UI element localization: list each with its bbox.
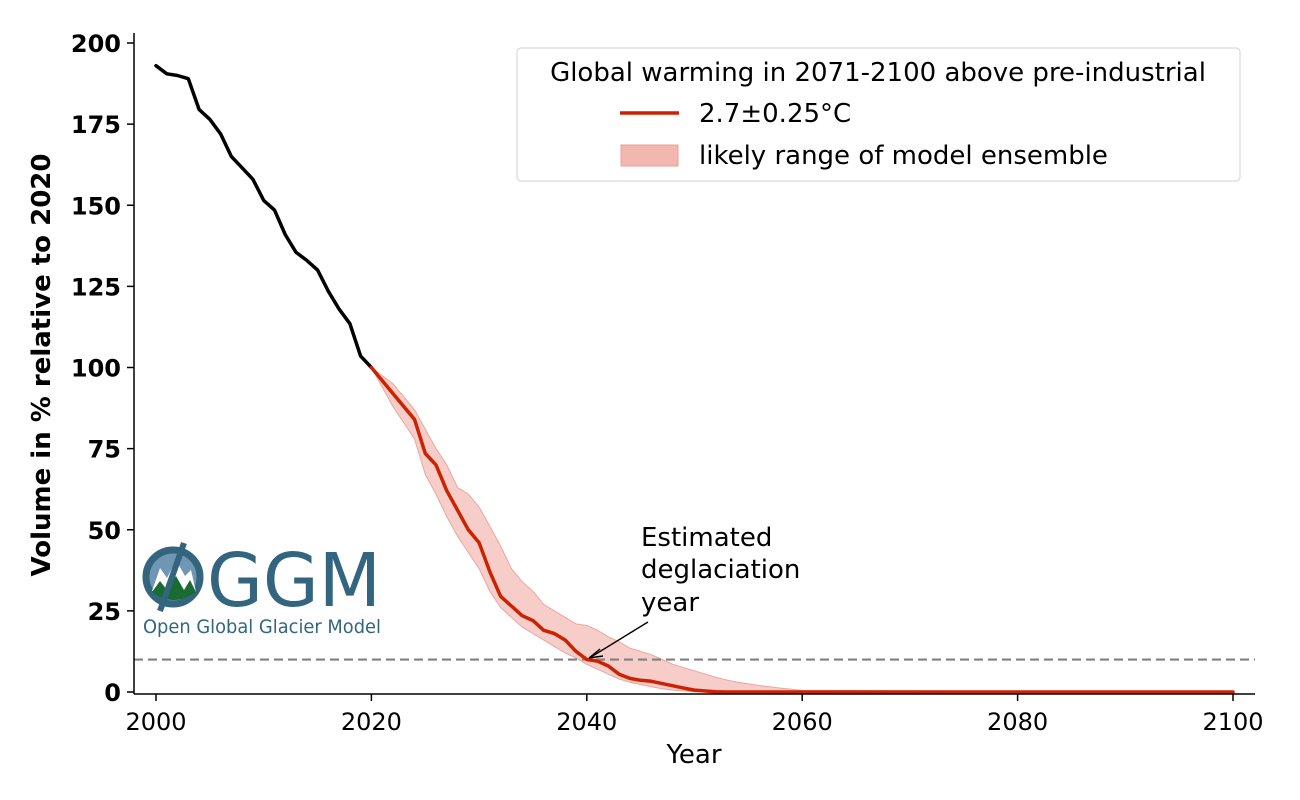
oggm-logo-subtitle: Open Global Glacier Model: [143, 616, 381, 638]
historical-series-line: [154, 63, 374, 370]
y-tick-label: 0: [104, 679, 121, 707]
legend: Global warming in 2071-2100 above pre-in…: [516, 47, 1241, 182]
y-tick-label: 200: [71, 30, 121, 58]
x-tick-label: 2020: [341, 708, 402, 736]
y-tick-label: 50: [88, 517, 121, 545]
y-tick-label: 150: [71, 192, 121, 220]
legend-entry-projection: 2.7±0.25°C: [699, 99, 851, 129]
y-tick-label: 100: [71, 355, 121, 383]
y-tick-label: 25: [88, 598, 121, 626]
x-tick-label: 2000: [125, 708, 186, 736]
annotation-arrow: [590, 621, 649, 658]
x-axis-title: Year: [665, 740, 721, 770]
annotation-line-1: Estimated: [641, 523, 772, 553]
legend-title: Global warming in 2071-2100 above pre-in…: [550, 58, 1206, 88]
x-tick-label: 2080: [987, 708, 1048, 736]
line-layer: [134, 63, 1255, 694]
x-tick-label: 2060: [772, 708, 833, 736]
legend-entry-band: likely range of model ensemble: [699, 141, 1108, 171]
x-tick-label: 2040: [556, 708, 617, 736]
y-tick-label: 175: [71, 111, 121, 139]
oggm-logo-mark: [142, 542, 204, 612]
y-axis-title: Volume in % relative to 2020: [27, 154, 57, 577]
legend-band-swatch: [620, 144, 679, 167]
legend-box: [516, 47, 1241, 182]
annotation-line-3: year: [641, 588, 699, 618]
annotation-arrowhead: [588, 648, 604, 659]
projection-series-line: [369, 365, 1235, 694]
oggm-logo: GGM Open Global Glacier Model: [142, 538, 381, 638]
annotation-line-2: deglaciation: [641, 555, 800, 585]
x-tick-label: 2100: [1202, 708, 1263, 736]
annotation: Estimated deglaciation year: [588, 523, 800, 659]
tick-layer: 0 25 50 75 100 125 150 175 200 2000 2020 2040 2060 20…: [71, 30, 1264, 736]
oggm-logo-title: GGM: [207, 538, 381, 624]
y-tick-label: 125: [71, 273, 121, 301]
y-tick-label: 75: [88, 436, 121, 464]
